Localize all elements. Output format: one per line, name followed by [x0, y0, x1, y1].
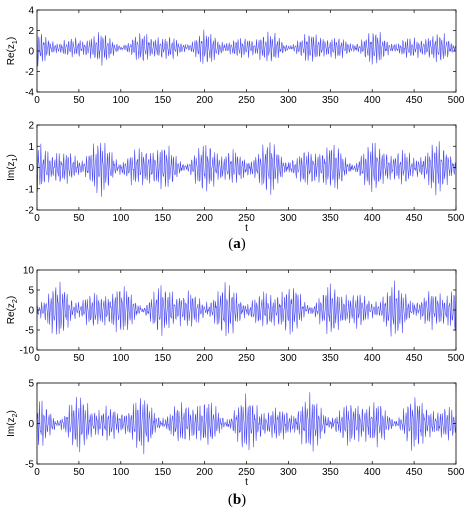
x-tick-label: 250	[238, 467, 255, 478]
y-tick-label: 0	[28, 163, 34, 174]
x-tick-label: 250	[238, 353, 255, 364]
y-tick-label: -2	[25, 67, 34, 78]
y-tick-label: 5	[28, 379, 34, 390]
x-tick-label: 300	[280, 95, 297, 106]
x-tick-label: 300	[280, 213, 297, 224]
x-tick-label: 200	[196, 95, 213, 106]
x-tick-label: 200	[196, 467, 213, 478]
y-tick-label: -5	[25, 326, 34, 337]
caption-b: (b)	[227, 492, 247, 508]
x-tick-label: 100	[112, 213, 129, 224]
x-tick-label: 300	[280, 467, 297, 478]
x-tick-label: 150	[154, 213, 171, 224]
x-tick-label: 50	[73, 467, 85, 478]
x-tick-label: 0	[34, 467, 40, 478]
x-tick-label: 500	[448, 95, 465, 106]
x-tick-label: 400	[364, 213, 381, 224]
x-tick-label: 200	[196, 213, 213, 224]
x-tick-label: 0	[34, 353, 40, 364]
x-tick-label: 100	[112, 467, 129, 478]
y-tick-label: 10	[23, 266, 35, 277]
x-tick-label: 450	[406, 353, 423, 364]
y-axis-label: Im(z2)	[6, 410, 19, 437]
x-tick-label: 350	[322, 467, 339, 478]
y-tick-label: -4	[25, 88, 34, 99]
y-tick-label: 0	[28, 306, 34, 317]
y-tick-label: -2	[25, 206, 34, 217]
y-tick-label: 2	[28, 26, 34, 37]
series-line-panel-4	[36, 392, 457, 455]
caption-a: (a)	[228, 236, 246, 252]
y-axis-label: Im(z1)	[6, 154, 19, 181]
series-line-panel-2	[36, 141, 457, 197]
x-tick-label: 250	[238, 213, 255, 224]
x-tick-label: 300	[280, 353, 297, 364]
x-tick-label: 400	[364, 353, 381, 364]
series-line-panel-3	[36, 280, 457, 337]
x-tick-label: 200	[196, 353, 213, 364]
x-tick-label: 500	[448, 467, 465, 478]
y-tick-label: 5	[28, 286, 34, 297]
y-tick-label: -5	[25, 460, 34, 471]
x-tick-label: 100	[112, 353, 129, 364]
x-tick-label: 400	[364, 467, 381, 478]
y-tick-label: 2	[28, 121, 34, 132]
x-axis-label: t	[245, 477, 248, 488]
x-tick-label: 500	[448, 353, 465, 364]
x-tick-label: 450	[406, 467, 423, 478]
x-tick-label: 500	[448, 213, 465, 224]
x-tick-label: 450	[406, 213, 423, 224]
x-tick-label: 100	[112, 95, 129, 106]
x-tick-label: 450	[406, 95, 423, 106]
y-axis-label: Re(z2)	[6, 296, 19, 324]
y-tick-label: 0	[28, 419, 34, 430]
y-tick-label: 0	[28, 47, 34, 58]
series-line-panel-1	[36, 29, 457, 67]
y-tick-label: -10	[20, 346, 35, 357]
x-tick-label: 0	[34, 95, 40, 106]
x-tick-label: 50	[73, 353, 85, 364]
x-tick-label: 350	[322, 95, 339, 106]
x-tick-label: 50	[73, 213, 85, 224]
x-tick-label: 250	[238, 95, 255, 106]
x-tick-label: 150	[154, 353, 171, 364]
x-tick-label: 350	[322, 353, 339, 364]
x-axis-label: t	[245, 223, 248, 234]
x-tick-label: 400	[364, 95, 381, 106]
y-tick-label: -1	[25, 184, 34, 195]
x-tick-label: 150	[154, 467, 171, 478]
x-tick-label: 150	[154, 95, 171, 106]
x-tick-label: 0	[34, 213, 40, 224]
y-tick-label: 1	[28, 142, 34, 153]
y-tick-label: 4	[28, 6, 34, 17]
x-tick-label: 350	[322, 213, 339, 224]
x-tick-label: 50	[73, 95, 85, 106]
y-axis-label: Re(z1)	[6, 37, 19, 65]
